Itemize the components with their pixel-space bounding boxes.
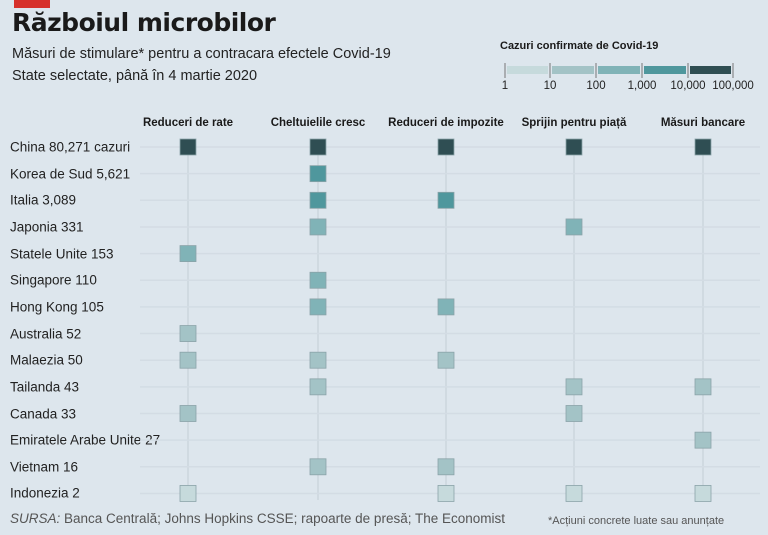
measure-cell (694, 485, 712, 502)
row-label: Indonezia 2 (10, 485, 80, 501)
measure-cell (437, 191, 455, 209)
column-header: Măsuri bancare (660, 117, 746, 129)
source-note: SURSA: Banca Centrală; Johns Hopkins CSS… (10, 511, 505, 526)
measure-cell (179, 485, 197, 502)
row-label: Italia 3,089 (10, 192, 77, 208)
measure-cell (694, 378, 712, 396)
chart-title: Războiul microbilor (12, 8, 276, 37)
legend-tick-label: 10 (543, 80, 557, 92)
chart-subtitle: Măsuri de stimulare* pentru a contracara… (12, 46, 391, 62)
row-label: China 80,271 cazuri (10, 139, 131, 155)
row-label: Emiratele Arabe Unite 27 (10, 432, 161, 448)
measure-cell (309, 351, 327, 369)
row-label: Australia 52 (10, 326, 82, 342)
measure-cell (179, 138, 197, 156)
measure-cell (694, 431, 712, 449)
measure-cell (565, 218, 583, 236)
row-label: Singapore 110 (10, 272, 97, 288)
measure-cell (565, 138, 583, 156)
row-label: Statele Unite 153 (10, 246, 114, 262)
source-text: Banca Centrală; Johns Hopkins CSSE; rapo… (60, 511, 506, 526)
measure-cell (309, 218, 327, 236)
chart-subtitle-2: State selectate, până în 4 martie 2020 (12, 68, 258, 84)
legend-tick-label: 1,000 (627, 80, 657, 92)
measure-cell (309, 165, 327, 183)
row-label: Malaezia 50 (10, 352, 83, 368)
source-label: SURSA: (10, 511, 61, 526)
measure-cell (179, 351, 197, 369)
column-header: Sprijin pentru piață (521, 117, 627, 129)
legend-swatch (690, 66, 731, 74)
row-label: Vietnam 16 (10, 459, 79, 475)
legend-tick-label: 10,000 (670, 80, 706, 92)
measure-cell (309, 378, 327, 396)
measure-cell (565, 378, 583, 396)
measure-cell (565, 485, 583, 502)
legend-title: Cazuri confirmate de Covid-19 (500, 40, 659, 52)
measure-cell (309, 191, 327, 209)
legend-swatch (507, 66, 548, 74)
measure-cell (309, 138, 327, 156)
legend-tick-label: 1 (501, 80, 509, 92)
column-header: Reduceri de impozite (388, 117, 504, 129)
measure-cell (437, 351, 455, 369)
row-label: Canada 33 (10, 406, 77, 421)
measure-cell (437, 138, 455, 156)
measure-cell (694, 138, 712, 156)
footnote: *Acțiuni concrete luate sau anunțate (548, 515, 725, 527)
brand-red-bar (14, 0, 50, 8)
measure-cell (437, 298, 455, 316)
measure-cell (437, 485, 455, 502)
column-header: Cheltuielile cresc (270, 117, 366, 129)
measure-cell (179, 405, 197, 422)
measure-cell (179, 245, 197, 263)
legend-swatch (552, 66, 594, 74)
row-label: Japonia 331 (10, 219, 84, 235)
row-label: Tailanda 43 (10, 379, 80, 395)
legend-swatch (598, 66, 640, 74)
row-label: Hong Kong 105 (10, 299, 104, 315)
legend-tick-label: 100,000 (712, 80, 754, 92)
measure-cell (309, 298, 327, 316)
measure-cell (437, 458, 455, 476)
measure-cell (309, 458, 327, 476)
column-header: Reduceri de rate (142, 117, 234, 129)
measure-cell (309, 271, 327, 289)
measure-cell (565, 405, 583, 422)
legend-swatch (644, 66, 686, 74)
measure-cell (179, 325, 197, 342)
row-label: Korea de Sud 5,621 (10, 166, 131, 182)
legend-tick-label: 100 (586, 80, 606, 92)
